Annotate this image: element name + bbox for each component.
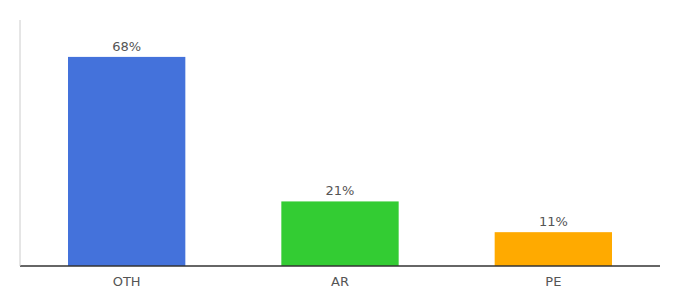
bar	[68, 57, 185, 266]
data-label: 68%	[112, 39, 141, 54]
bar	[495, 232, 612, 266]
bars	[68, 57, 612, 266]
chart: OTH AR PE 68% 21% 11%	[0, 0, 680, 300]
x-tick-label: PE	[545, 274, 561, 289]
data-label: 21%	[326, 183, 355, 198]
x-tick-label: AR	[331, 274, 349, 289]
chart-container: OTH AR PE 68% 21% 11%	[0, 0, 680, 300]
bar	[281, 201, 398, 266]
data-label: 11%	[539, 214, 568, 229]
y-axis-line	[20, 20, 21, 266]
page: {"chart_data": {"type": "bar", "categori…	[0, 0, 680, 300]
x-tick-label: OTH	[113, 274, 141, 289]
x-axis-line	[20, 265, 660, 267]
